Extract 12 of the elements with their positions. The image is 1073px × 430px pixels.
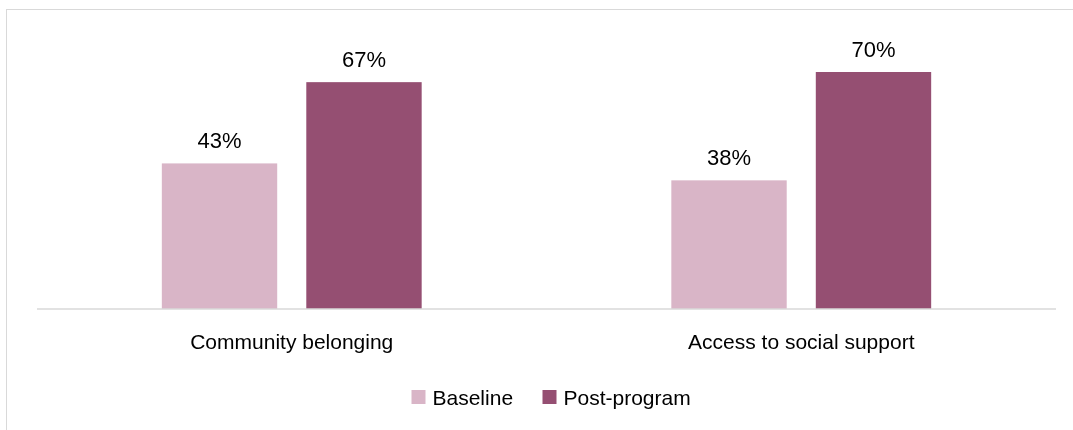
data-label: 70% (851, 37, 896, 62)
data-label: 67% (341, 47, 387, 73)
x-tick-label: Access to social support (688, 330, 915, 353)
data-label: 38% (706, 145, 752, 171)
data-label: 43% (197, 128, 242, 154)
legend-label: Baseline (432, 385, 514, 409)
bar (671, 180, 787, 309)
x-tick-label: Community belonging (190, 330, 394, 353)
bar (306, 82, 422, 309)
bar (815, 72, 932, 309)
legend-label: Post-program (563, 385, 691, 409)
bar (161, 163, 278, 309)
